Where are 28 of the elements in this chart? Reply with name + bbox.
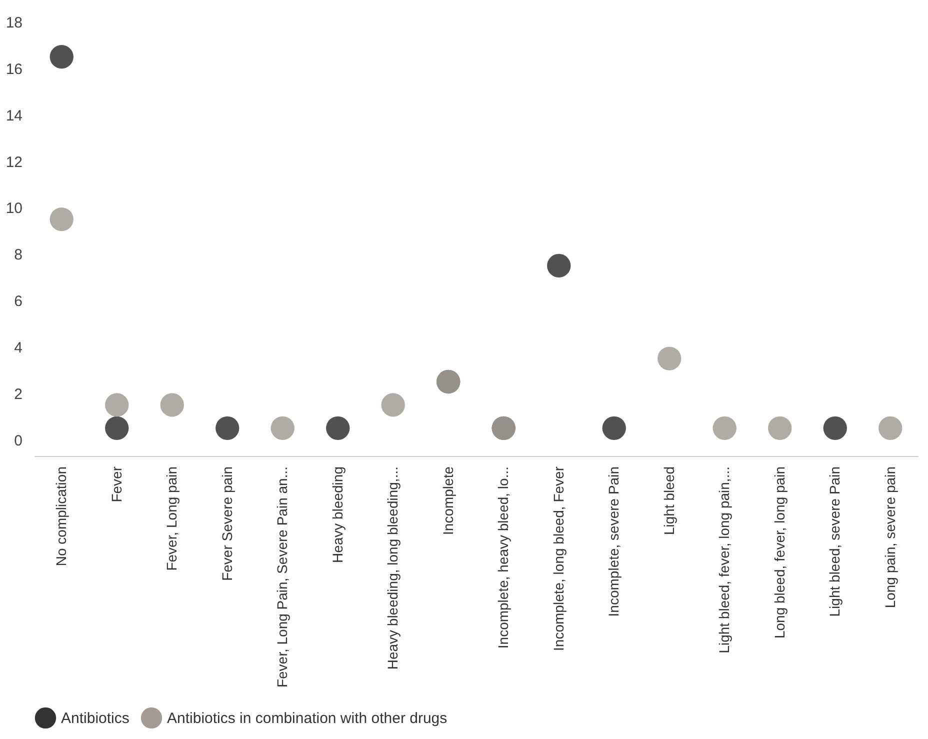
y-tick-label: 16 <box>6 60 22 78</box>
x-tick-label: Incomplete, long bleed, Fever <box>550 466 566 651</box>
y-tick-label: 12 <box>6 154 22 171</box>
y-tick-label: 8 <box>14 246 22 264</box>
y-tick-label: 6 <box>14 293 22 310</box>
x-tick-label: Light bleed <box>660 466 677 536</box>
x-tick-label: Long pain, severe pain <box>882 466 898 608</box>
x-tick-label: Fever <box>108 466 124 502</box>
x-tick-label: Light bleed, fever, long pain,... <box>716 466 732 654</box>
x-tick-label: Heavy bleeding, long bleeding,... <box>384 466 401 670</box>
y-tick-label: 4 <box>14 339 22 356</box>
x-tick-label: Long bleed, fever, long pain <box>771 466 788 639</box>
x-tick-label: Fever Severe pain <box>218 466 235 581</box>
x-tick-label: Heavy bleeding <box>329 466 346 564</box>
legend-label: Antibiotics in combination with other drugs <box>167 710 448 727</box>
x-tick-label: Incomplete, severe Pain <box>606 466 622 617</box>
x-tick-label: Incomplete, heavy bleed, lo... <box>495 466 512 649</box>
legend-label: Antibiotics <box>61 710 130 727</box>
x-tick-label: Fever, Long pain <box>164 466 180 571</box>
y-tick-label: 0 <box>14 432 22 450</box>
x-tick-label: Incomplete <box>440 466 456 535</box>
x-tick-label: No complication <box>53 466 70 566</box>
y-tick-label: 14 <box>6 107 22 124</box>
x-tick-label: Fever, Long Pain, Severe Pain an... <box>274 466 290 688</box>
y-tick-label: 2 <box>14 386 22 403</box>
x-tick-label: Light bleed, severe Pain <box>826 466 843 617</box>
y-tick-label: 18 <box>6 14 22 32</box>
y-tick-label: 10 <box>6 200 22 218</box>
